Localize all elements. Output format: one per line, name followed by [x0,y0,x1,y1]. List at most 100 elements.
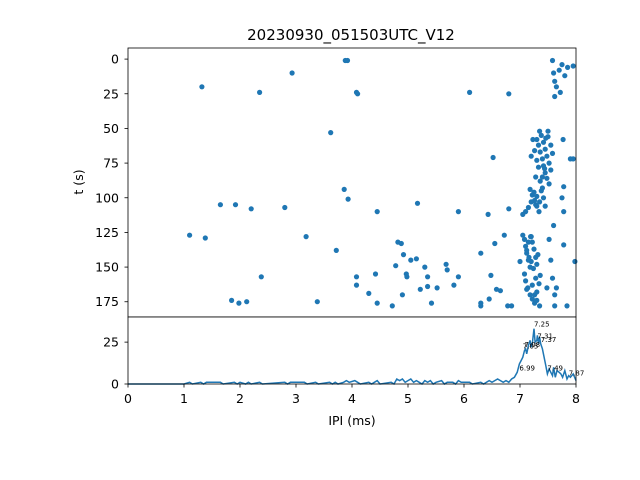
scatter-point [528,153,534,159]
histogram-x-tick-label: 7 [516,391,524,406]
scatter-point [393,263,399,269]
scatter-point [217,202,223,208]
scatter-point [533,174,539,180]
scatter-point [561,184,567,190]
histogram-peak-label: 7.08 [525,341,541,349]
scatter-point [539,156,546,162]
scatter-point [536,209,542,215]
scatter-point [531,246,537,252]
scatter-point [355,91,361,97]
scatter-point [552,303,558,309]
scatter-point [546,181,552,187]
scatter-point [232,202,239,208]
scatter-point [532,292,538,298]
scatter-point [530,136,536,143]
scatter-y-tick-label: 125 [95,225,119,240]
scatter-point [527,292,533,298]
scatter-point [199,84,205,90]
scatter-y-tick-label: 25 [103,86,119,101]
scatter-point [537,128,543,134]
scatter-point [535,142,542,148]
histogram-frame [127,316,577,385]
histogram-peak-label: 7.87 [569,369,585,377]
scatter-point [344,57,351,64]
scatter-point [529,239,535,245]
scatter-point [570,156,576,162]
scatter-point [544,153,550,159]
scatter-point [527,186,533,192]
scatter-point [517,258,523,265]
scatter-point [404,274,410,280]
scatter-point [398,240,404,247]
scatter-point [526,254,532,260]
scatter-point [428,300,435,306]
scatter-point [509,303,515,309]
scatter-point [534,193,540,199]
scatter-point [540,195,547,201]
histogram-peak-label: 7.25 [534,321,550,329]
scatter-point [202,235,208,241]
scatter-point [561,242,567,248]
scatter-point [552,292,558,298]
scatter-point [565,64,571,70]
scatter-point [537,303,543,309]
scatter-point [549,57,556,64]
histogram-x-tick-label: 2 [236,391,244,406]
scatter-point [425,283,431,290]
scatter-point [531,189,537,195]
scatter-point [229,297,235,303]
scatter-point [552,78,558,84]
histogram-peak-label: 7.05 [523,343,539,351]
scatter-point [493,286,500,292]
scatter-point [546,160,552,166]
scatter-point [328,130,334,136]
scatter-point [341,186,347,192]
histogram-x-tick-label: 0 [124,391,132,406]
scatter-point [537,199,543,205]
scatter-point [545,128,551,134]
scatter-point [543,135,549,141]
scatter-point [537,178,543,184]
histogram-x-ticks: 0 1 2 3 4 5 6 7 8 [124,384,580,406]
scatter-point [523,243,529,249]
scatter-point [542,170,548,176]
scatter-point [546,236,552,242]
scatter-point [544,285,550,291]
scatter-point [572,258,578,265]
scatter-point [501,232,507,238]
scatter-point [544,175,550,181]
scatter-point [535,164,542,170]
scatter-point [524,247,530,253]
scatter-point [425,274,431,280]
scatter-point [257,89,263,95]
scatter-point [551,222,557,229]
scatter-point [538,132,544,138]
scatter-point [282,204,288,211]
scatter-point [532,148,538,154]
scatter-point [417,286,423,292]
scatter-point [529,282,535,288]
scatter-panel: 0 25 50 75 100 125 150 175 t (s) [71,47,578,318]
histogram-x-tick-label: 3 [292,391,300,406]
scatter-point [455,209,461,215]
scatter-point [525,285,531,291]
scatter-point [400,252,407,258]
scatter-point [560,136,566,143]
histogram-y-tick-label: 25 [103,335,119,350]
histogram-peak-label: 6.99 [519,364,535,372]
histogram-peak-label: 7.31 [537,332,553,340]
scatter-point [534,297,540,303]
scatter-point [399,292,405,298]
scatter-point [422,264,428,270]
scatter-point [553,84,560,90]
scatter-point [443,261,449,267]
scatter-point [506,91,512,97]
scatter-point [248,206,254,212]
scatter-point [528,199,534,205]
scatter-point [548,142,554,148]
scatter-point [537,272,543,278]
scatter-point [525,239,532,245]
scatter-point [534,203,540,209]
histogram-y-ticks: 0 25 [103,335,128,392]
scatter-point [521,271,528,277]
